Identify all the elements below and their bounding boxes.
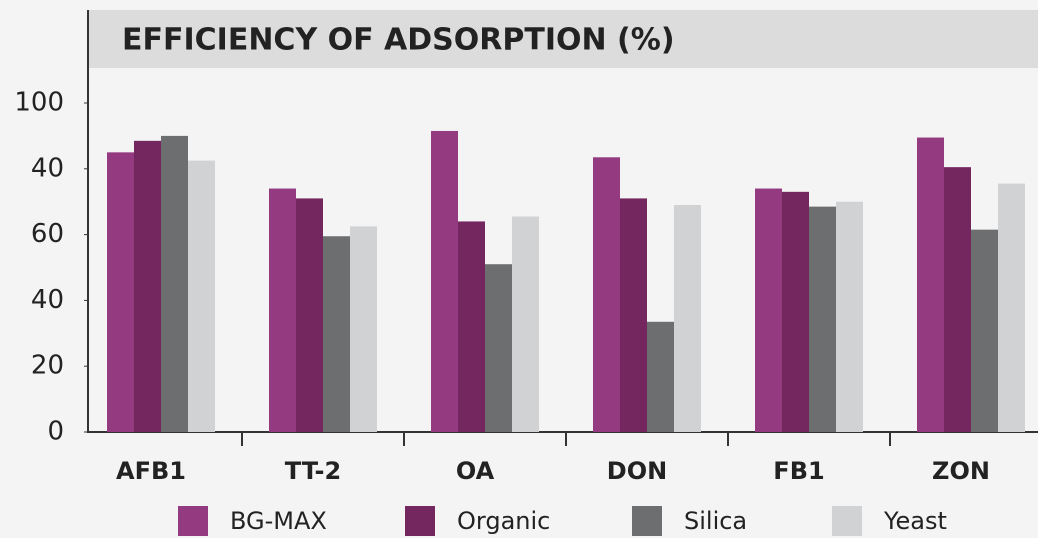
legend-label: Silica: [684, 507, 747, 535]
bar: [107, 152, 134, 432]
x-tick-label: FB1: [773, 457, 824, 485]
bar: [647, 321, 674, 432]
chart-title: EFFICIENCY OF ADSORPTION (%): [122, 23, 675, 58]
legend-swatch: [632, 506, 662, 536]
legend-label: BG-MAX: [230, 507, 327, 535]
bar: [782, 191, 809, 432]
y-tick-label: 40: [31, 285, 64, 315]
y-tick-label: 20: [31, 351, 64, 381]
y-tick-label: 40: [31, 153, 64, 183]
legend-label: Yeast: [883, 507, 947, 535]
bar: [971, 229, 998, 432]
bar: [485, 264, 512, 432]
bar: [917, 137, 944, 433]
bar: [350, 226, 377, 432]
legend-swatch: [178, 506, 208, 536]
x-tick-label: TT-2: [285, 457, 341, 485]
y-tick-label: 0: [47, 417, 64, 447]
bar: [944, 167, 971, 432]
bar: [323, 236, 350, 432]
bar: [836, 201, 863, 432]
bar: [269, 188, 296, 432]
bar: [296, 198, 323, 432]
x-tick-label: DON: [607, 457, 667, 485]
bar: [755, 188, 782, 432]
legend-swatch: [405, 506, 435, 536]
bar: [161, 135, 188, 432]
legend-label: Organic: [457, 507, 550, 535]
x-tick-label: ZON: [932, 457, 990, 485]
bar: [809, 206, 836, 432]
x-tick-label: AFB1: [116, 457, 186, 485]
x-tick-label: OA: [456, 457, 495, 485]
bar: [512, 216, 539, 432]
bar: [674, 204, 701, 432]
bar: [188, 160, 215, 432]
bar: [458, 221, 485, 432]
bar: [593, 157, 620, 432]
title-band: [88, 10, 1038, 68]
y-tick-label: 100: [14, 88, 64, 118]
legend-swatch: [832, 506, 862, 536]
bar: [134, 140, 161, 432]
y-tick-label: 60: [31, 219, 64, 249]
bar: [431, 130, 458, 432]
bar: [998, 183, 1025, 432]
bar: [620, 198, 647, 432]
